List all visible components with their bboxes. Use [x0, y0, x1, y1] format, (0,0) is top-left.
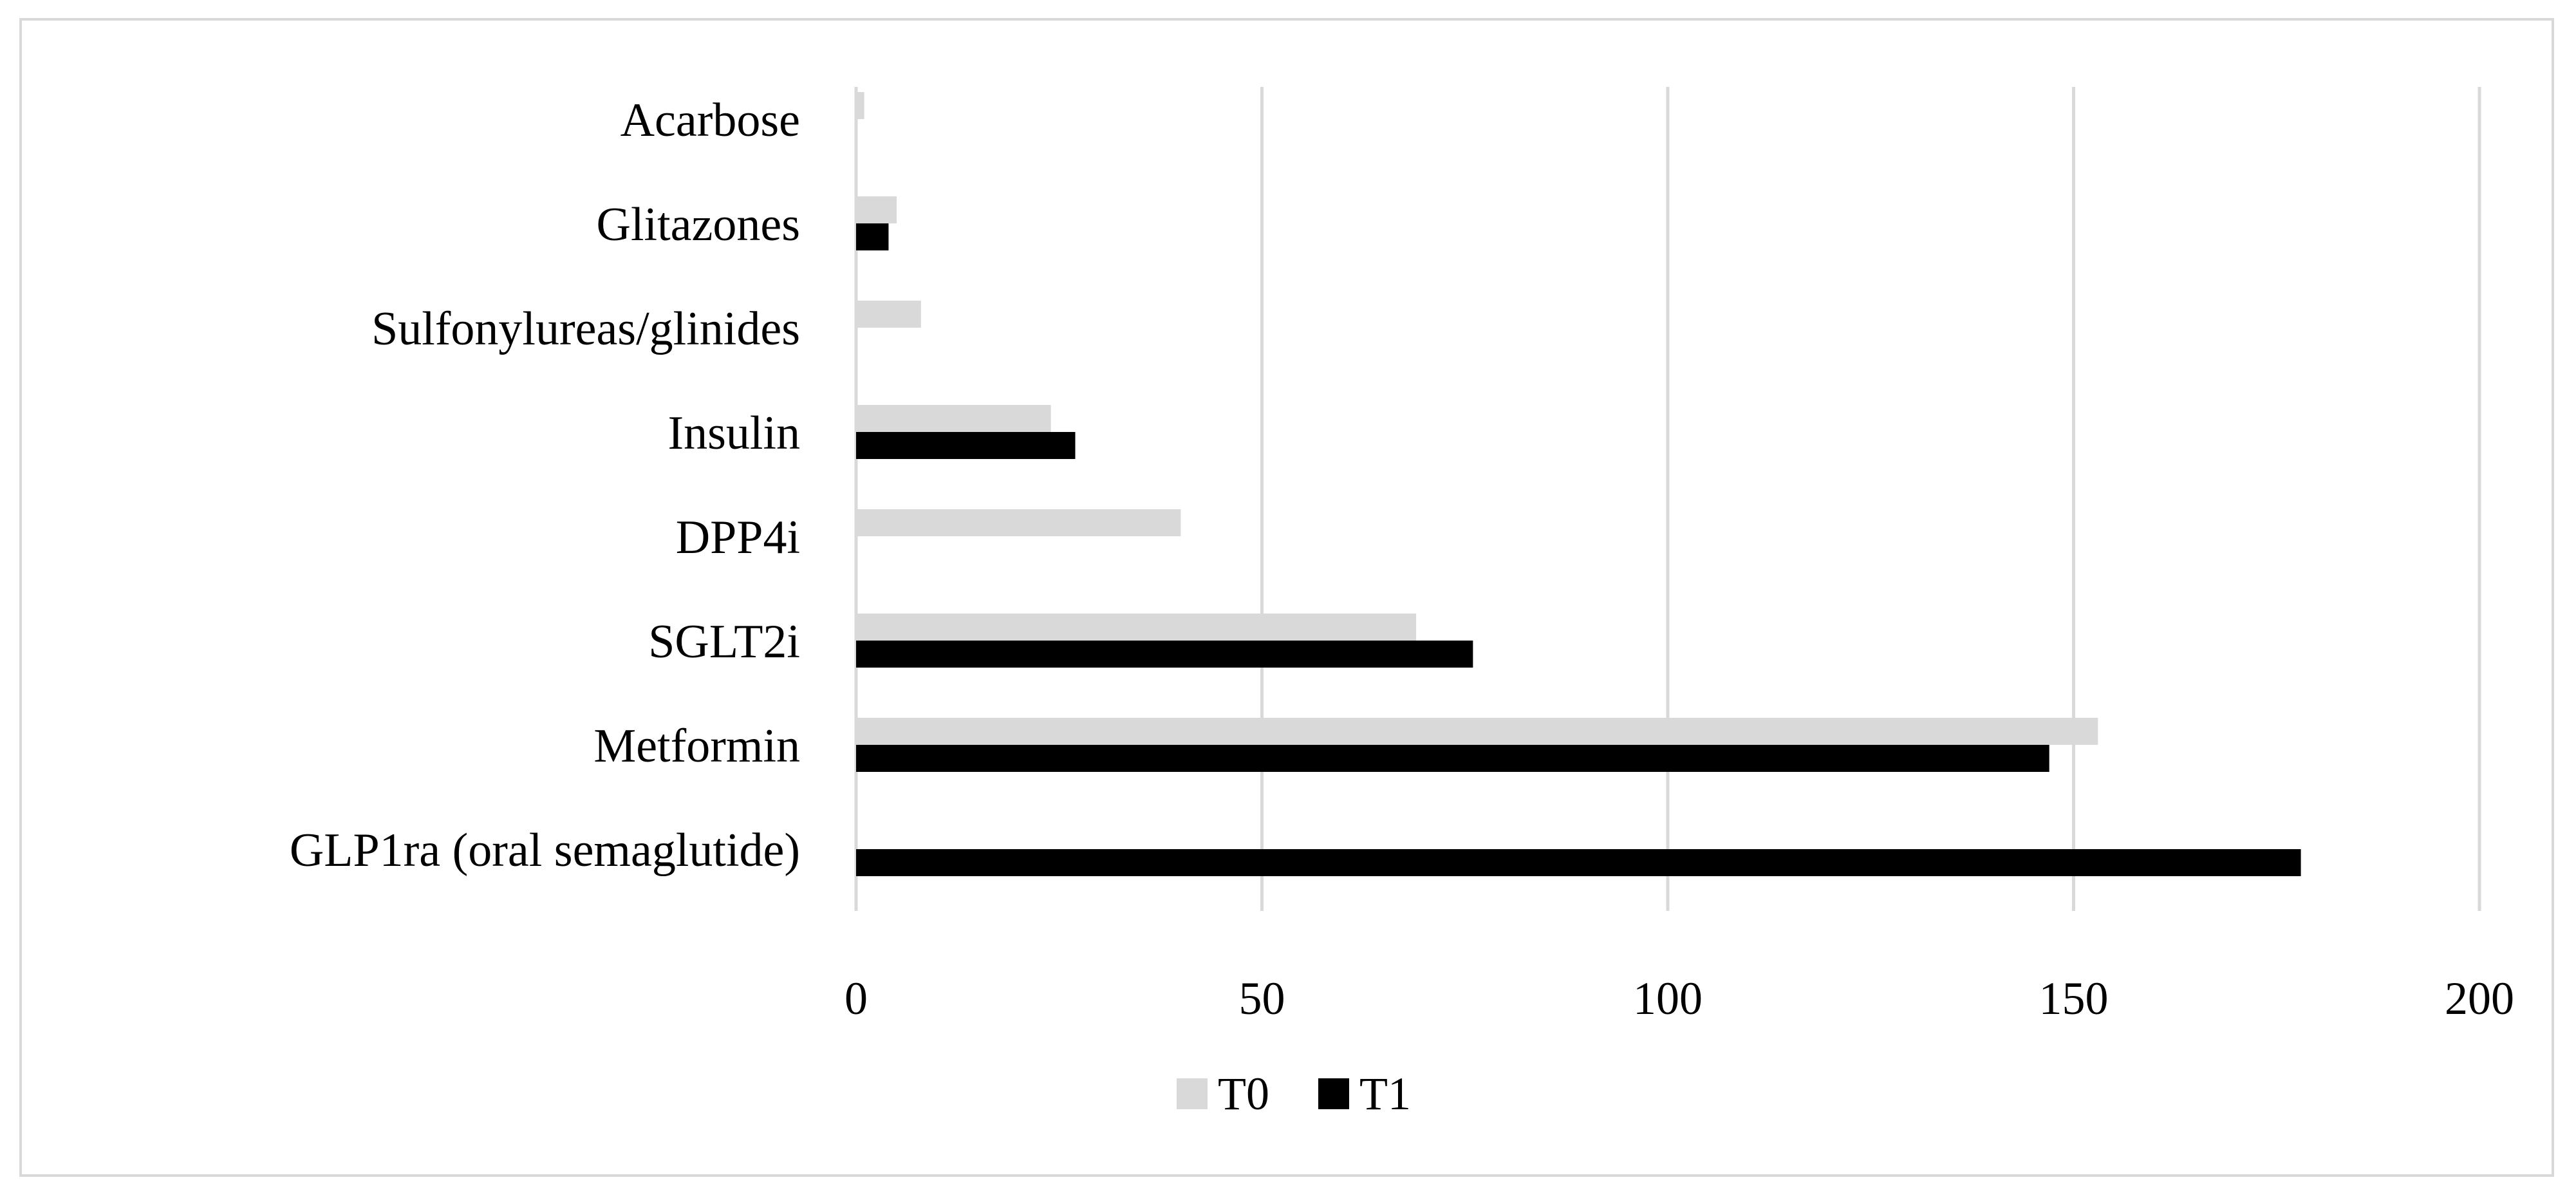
bar-t1-sglt2i [856, 641, 1473, 668]
x-tick-label-0: 0 [845, 973, 868, 1024]
bar-t1-glitazones [856, 223, 889, 250]
x-axis-ticks: 0 50 100 150 200 [845, 973, 2514, 1024]
bar-t0-dpp4i [856, 509, 1181, 536]
bar-t1-insulin [856, 432, 1076, 459]
category-label-sglt2i: SGLT2i [648, 615, 800, 668]
bar-t0-insulin [856, 405, 1051, 432]
bar-t0-acarbose [856, 92, 864, 119]
bar-t1-metformin [856, 745, 2049, 772]
x-tick-label-50: 50 [1239, 973, 1285, 1024]
bar-t0-sulfonylureas-glinides [856, 301, 921, 328]
category-label-dpp4i: DPP4i [676, 511, 800, 564]
category-labels: GLP1ra (oral semaglutide) Metformin SGLT2i… [290, 94, 800, 877]
bar-t1-glp1ra-oral-semaglutide [856, 849, 2301, 876]
legend: T0 T1 [1177, 1068, 1411, 1120]
gridlines [854, 87, 2481, 911]
category-label-glp1ra-oral-semaglutide: GLP1ra (oral semaglutide) [290, 824, 800, 877]
bar-t0-glitazones [856, 196, 897, 223]
legend-swatch-t1 [1318, 1078, 1349, 1109]
category-label-glitazones: Glitazones [597, 198, 800, 251]
bars [856, 92, 2301, 876]
bar-t0-metformin [856, 718, 2098, 745]
chart-frame [19, 18, 2554, 1177]
legend-label-t1: T1 [1359, 1068, 1411, 1120]
legend-label-t0: T0 [1218, 1068, 1269, 1120]
category-label-insulin: Insulin [667, 407, 800, 460]
category-label-metformin: Metformin [593, 720, 800, 773]
category-label-acarbose: Acarbose [621, 94, 800, 147]
category-label-sulfonylureas-glinides: Sulfonylureas/glinides [371, 303, 800, 355]
x-tick-label-200: 200 [2445, 973, 2514, 1024]
legend-swatch-t0 [1177, 1078, 1208, 1109]
x-tick-label-100: 100 [1633, 973, 1703, 1024]
x-tick-label-150: 150 [2039, 973, 2109, 1024]
bar-t0-sglt2i [856, 614, 1417, 641]
